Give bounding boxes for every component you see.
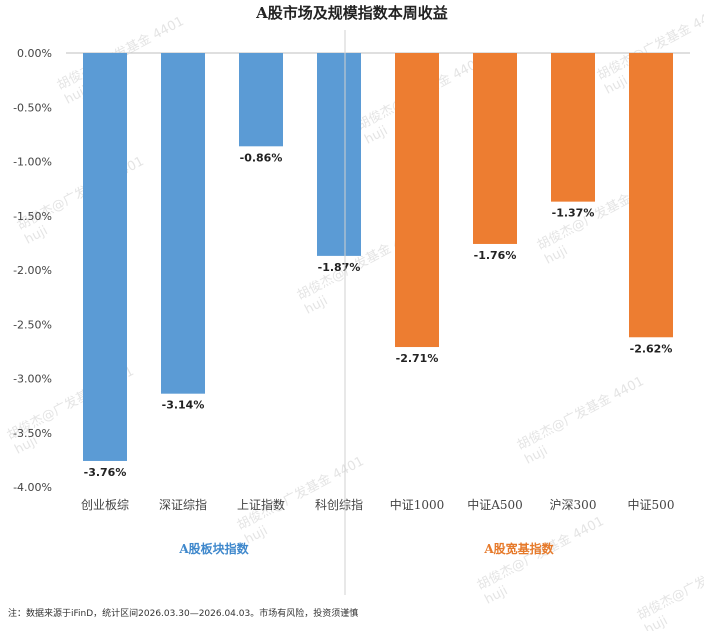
data-label: -2.71% (396, 352, 439, 365)
data-label: -1.37% (552, 207, 595, 220)
bar (161, 53, 205, 394)
x-tick-label: 深证综指 (159, 497, 207, 512)
group-label-sector: A股板块指数 (178, 541, 249, 556)
y-tick-label: -3.50% (13, 427, 52, 440)
chart-title: A股市场及规模指数本周收益 (255, 4, 448, 22)
bar (239, 53, 283, 147)
data-label: -1.87% (318, 261, 361, 274)
y-tick-label: -4.00% (13, 481, 52, 494)
y-tick-label: -2.50% (13, 318, 52, 331)
x-axis: 创业板综 深证综指 上证指数 科创综指 中证1000 中证A500 沪深300 中证500 (81, 497, 674, 512)
y-tick-label: -2.00% (13, 264, 52, 277)
bar (551, 53, 595, 202)
y-tick-label: -1.50% (13, 210, 52, 223)
data-label: -3.76% (84, 466, 127, 479)
svg-text:胡俊杰@广发基金 4401: 胡俊杰@广发基金 4401 (514, 373, 646, 453)
x-tick-label: 科创综指 (315, 497, 363, 512)
x-tick-label: 沪深300 (550, 498, 597, 512)
data-label: -2.62% (630, 342, 673, 355)
bar (395, 53, 439, 348)
y-tick-label: 0.00% (17, 47, 52, 60)
data-label: -0.86% (240, 151, 283, 164)
bar (629, 53, 673, 338)
footnote: 注：数据来源于iFinD，统计区间2026.03.30—2026.04.03。市… (8, 607, 358, 619)
x-tick-label: 中证A500 (467, 497, 523, 512)
y-axis: 0.00% -0.50% -1.00% -1.50% -2.00% -2.50% -3.00… (13, 47, 690, 494)
y-tick-label: -3.00% (13, 373, 52, 386)
svg-text:胡俊杰@广发基金 4401: 胡俊杰@广发基金 4401 (234, 453, 366, 533)
data-label: -1.76% (474, 249, 517, 262)
x-tick-label: 中证1000 (390, 497, 445, 512)
bar (83, 53, 127, 461)
group-label-broad: A股宽基指数 (483, 541, 554, 556)
svg-text:胡俊杰@广发基金 4401: 胡俊杰@广发基金 4401 (634, 543, 704, 623)
x-tick-label: 中证500 (628, 497, 675, 512)
data-label: -3.14% (162, 399, 205, 412)
y-tick-label: -1.00% (13, 156, 52, 169)
x-tick-label: 创业板综 (81, 498, 129, 512)
bar (473, 53, 517, 244)
bar (317, 53, 361, 256)
x-tick-label: 上证指数 (237, 497, 285, 512)
bar-series: -3.76% -3.14% -0.86% -1.87% -2.71% -1.76% -1.3… (83, 53, 673, 479)
y-tick-label: -0.50% (13, 101, 52, 114)
